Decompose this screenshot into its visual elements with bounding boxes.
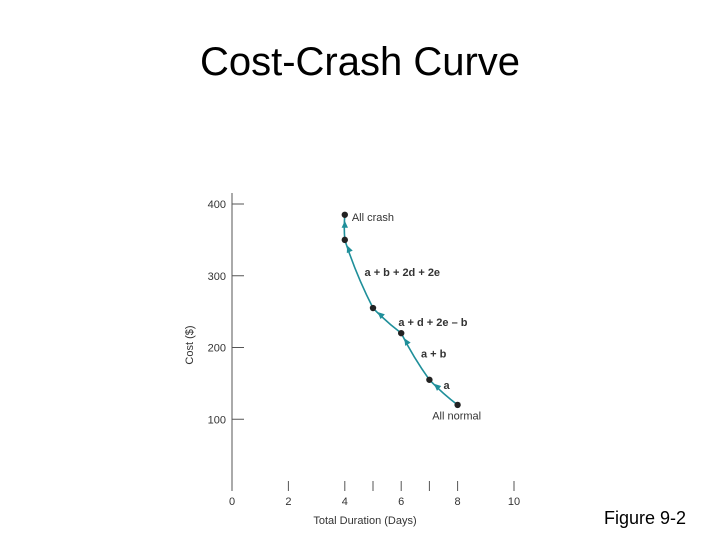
chart-series [341,211,461,409]
data-point [454,401,461,409]
data-point [398,329,405,337]
slide-title: Cost-Crash Curve [199,40,521,84]
y-tick-label: 400 [208,199,226,211]
annotation-label: a + b + 2d + 2e [365,267,441,279]
data-point [341,211,348,218]
x-tick-label: 8 [455,496,461,508]
x-tick-label: 4 [342,496,348,508]
x-tick-label: 2 [285,496,291,508]
annotation-label: All crash [352,212,394,224]
x-axis-label: Total Duration (Days) [313,515,416,527]
series-segment [372,307,402,334]
x-tick-label: 0 [229,496,235,508]
annotation-label: a [444,380,451,392]
data-point [426,376,433,383]
annotation-label: a + d + 2e – b [398,317,467,329]
series-segment [400,332,431,381]
series-arrowhead [346,245,353,254]
series-arrowhead [404,338,411,346]
series-arrowhead [341,220,348,228]
y-axis-label: Cost ($) [184,325,196,364]
y-tick-label: 200 [208,343,226,355]
series-segment [344,239,374,309]
x-tick-label: 10 [508,496,520,508]
y-tick-label: 300 [208,271,226,283]
x-tick-label: 6 [398,496,404,508]
data-point [341,236,348,244]
data-point [369,304,377,312]
chart-annotations: All crash a + b + 2d + 2e a + d + 2e – b a … [352,212,481,422]
annotation-label: a + b [421,349,447,361]
series-arrowhead [377,312,385,320]
chart-ticks: 100 200 300 400 0 2 4 6 8 10 [208,199,520,508]
figure-caption: Figure 9-2 [603,508,686,528]
y-tick-label: 100 [208,414,226,426]
annotation-label: All normal [432,410,481,422]
series-arrowhead [433,383,442,391]
